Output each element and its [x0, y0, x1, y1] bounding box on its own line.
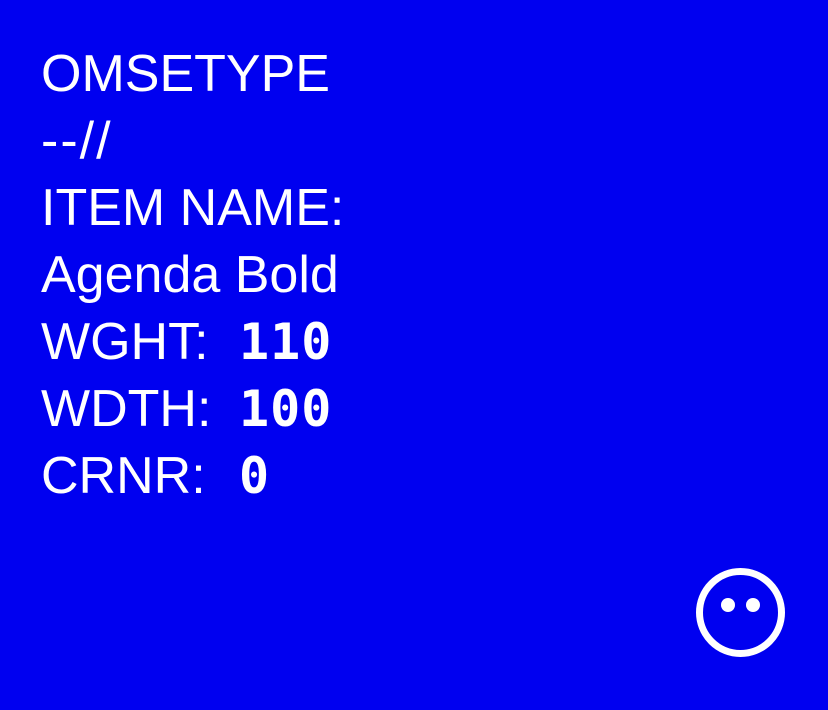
param-label-corner: CRNR: [41, 447, 206, 505]
param-row-weight: WGHT: 110 [41, 309, 641, 376]
param-value-width: 100 [239, 380, 333, 438]
smiley-face-icon [696, 568, 785, 657]
param-value-corner: 0 [239, 447, 271, 505]
param-label-width: WDTH: [41, 380, 212, 438]
info-text-block: OMSETYPE --// ITEM NAME: Agenda Bold WGH… [41, 41, 641, 510]
brand-name: OMSETYPE [41, 45, 330, 103]
divider-slashes: --// [41, 112, 113, 170]
param-value-weight: 110 [239, 313, 333, 371]
param-row-corner: CRNR: 0 [41, 443, 641, 510]
item-name-label: ITEM NAME: [41, 179, 345, 237]
item-name-value: Agenda Bold [41, 246, 339, 304]
param-label-weight: WGHT: [41, 313, 209, 371]
param-row-width: WDTH: 100 [41, 376, 641, 443]
